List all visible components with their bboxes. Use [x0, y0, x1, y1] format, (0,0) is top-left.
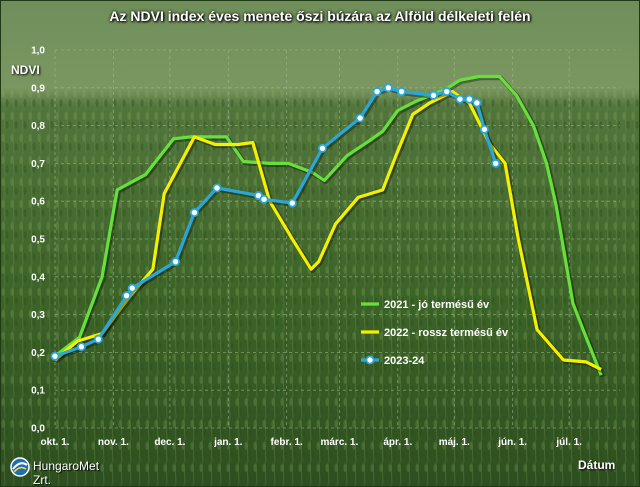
logo-icon: [10, 457, 30, 477]
x-tick-label: ápr. 1.: [383, 437, 412, 448]
x-tick-label: nov. 1.: [98, 437, 129, 448]
data-point: [372, 87, 382, 97]
y-tick-label: 0,5: [31, 235, 45, 246]
x-tick-label: jún. 1.: [497, 437, 527, 448]
legend-item-2: 2022 - rossz termésű év: [361, 327, 509, 339]
data-point: [472, 98, 482, 108]
legend-item-1: 2021 - jó termésű év: [361, 299, 490, 311]
series-1: [54, 74, 605, 378]
gridlines: [54, 49, 620, 429]
legend-label: 2022 - rossz termésű év: [384, 327, 509, 339]
legend: 2021 - jó termésű év 2022 - rossz termésű…: [361, 299, 509, 367]
data-point: [455, 94, 465, 104]
data-point: [212, 183, 222, 193]
y-tick-label: 0,0: [31, 424, 45, 435]
data-point: [127, 283, 137, 293]
data-point: [397, 87, 407, 97]
series-layer: [50, 74, 605, 378]
x-tick-label: máj. 1.: [439, 437, 470, 448]
data-point: [317, 143, 327, 153]
y-tick-label: 1,0: [31, 46, 45, 57]
y-tick-label: 0,7: [31, 159, 45, 170]
data-point: [479, 124, 489, 134]
series-2: [53, 90, 604, 373]
legend-item-3: 2023-24: [361, 355, 425, 367]
y-tick-label: 0,4: [31, 272, 45, 283]
series-line: [53, 90, 602, 371]
data-point: [122, 291, 132, 301]
data-point: [93, 334, 103, 344]
logo-text: HungaroMet Zrt.: [33, 459, 100, 487]
data-point: [355, 113, 365, 123]
x-tick-label: febr. 1.: [271, 437, 303, 448]
y-tick-label: 0,3: [31, 310, 45, 321]
data-point: [171, 257, 181, 267]
data-point: [287, 198, 297, 208]
series-3: [50, 83, 501, 361]
legend-label: 2021 - jó termésű év: [384, 299, 490, 311]
data-point: [259, 194, 269, 204]
x-tick-labels: okt. 1. nov. 1. dec. 1. jan. 1. febr. 1. márc…: [41, 437, 583, 448]
y-tick-label: 0,1: [31, 386, 45, 397]
series-line: [54, 74, 603, 376]
legend-label: 2023-24: [384, 355, 425, 367]
data-point: [491, 158, 501, 168]
data-point: [442, 87, 452, 97]
data-point: [464, 94, 474, 104]
data-point: [189, 208, 199, 218]
chart-title: Az NDVI index éves menete őszi búzára az…: [109, 8, 531, 24]
data-point: [383, 83, 393, 93]
legend-marker: [365, 355, 375, 365]
y-tick-labels: 0,0 0,1 0,2 0,3 0,4 0,5 0,6 0,7 0,8 0,9 1,0: [31, 46, 45, 435]
x-tick-label: márc. 1.: [320, 437, 358, 448]
x-tick-label: dec. 1.: [154, 437, 185, 448]
y-tick-label: 0,6: [31, 197, 45, 208]
y-tick-label: 0,9: [31, 83, 45, 94]
x-tick-label: jan. 1.: [213, 437, 243, 448]
data-point: [50, 351, 60, 361]
y-tick-label: 0,2: [31, 348, 45, 359]
x-tick-label: júl. 1.: [555, 437, 582, 448]
wheat-texture: [0, 90, 640, 487]
data-point: [429, 90, 439, 100]
data-point: [76, 342, 86, 352]
x-axis-label: Dátum: [578, 458, 616, 472]
y-axis-label: NDVI: [11, 63, 40, 77]
x-tick-label: okt. 1.: [41, 437, 70, 448]
hungaromet-logo: HungaroMet Zrt.: [9, 455, 117, 487]
y-tick-label: 0,8: [31, 121, 45, 132]
